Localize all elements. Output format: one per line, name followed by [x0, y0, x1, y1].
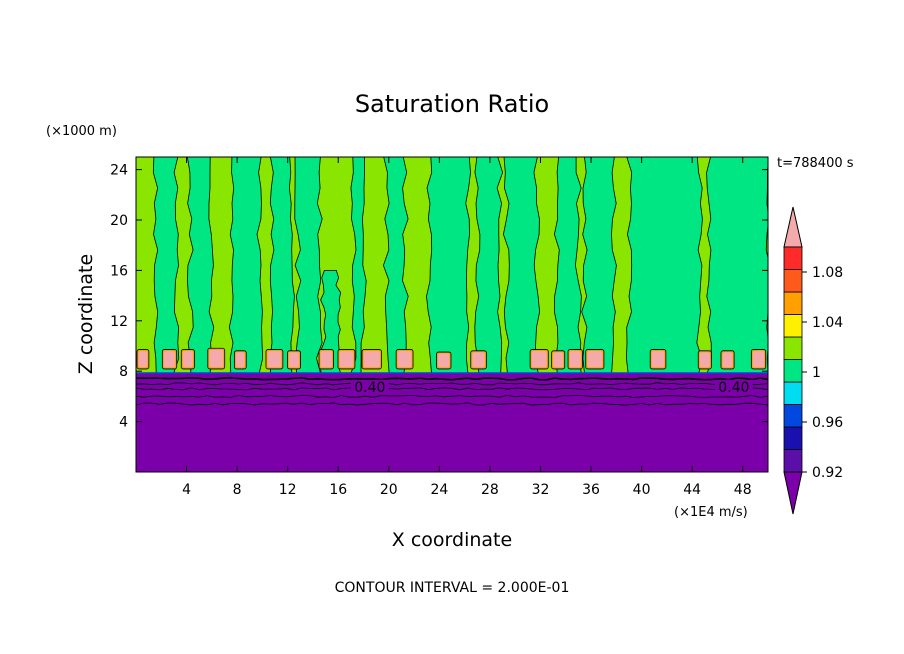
x-tick-label: 8 [233, 482, 242, 498]
colorbar-swatch [783, 449, 803, 473]
contour-line [136, 382, 768, 386]
moist-columns [152, 157, 768, 375]
contour-line [136, 402, 768, 406]
colorbar-swatch [783, 359, 803, 383]
colorbar-tick-label: 1 [812, 365, 821, 381]
moist-column [426, 157, 471, 375]
x-axis-label: X coordinate [392, 529, 512, 551]
cloud-cell [182, 351, 193, 368]
cloud-cell [209, 349, 224, 368]
colorbar-swatch [783, 269, 803, 293]
cloud-cell [587, 351, 603, 368]
contour-line [136, 387, 768, 391]
x-tick-label: 40 [633, 482, 651, 498]
cloud-cell [752, 351, 765, 368]
x-tick-label: 36 [582, 482, 600, 498]
colorbar-swatch [783, 404, 803, 428]
cloud-cell [363, 351, 380, 368]
contour-label-bg [714, 379, 753, 394]
colorbar-over-arrow [783, 206, 803, 248]
x-axis: 4 8 12 16 20 24 28 32 36 40 44 48 [182, 157, 752, 498]
y-tick-label: 4 [119, 415, 128, 431]
moist-column [625, 157, 703, 375]
cloud-cell [267, 351, 282, 368]
moist-column [294, 157, 323, 375]
x-tick-label: 48 [734, 482, 752, 498]
transition-strip [136, 372, 768, 375]
cloud-cell [699, 352, 710, 368]
x-tick-label: 16 [329, 482, 347, 498]
moist-column [186, 157, 215, 375]
cloud-cell [320, 351, 332, 368]
x-tick-label: 12 [279, 482, 297, 498]
cloud-cell [722, 352, 733, 368]
y-unit-label: (×1000 m) [46, 124, 117, 139]
colorbar-swatch [783, 314, 803, 338]
cloud-cell [651, 351, 665, 368]
colorbar-tick-label: 0.92 [812, 465, 843, 481]
cloud-cell [163, 351, 176, 368]
x-tick-label: 20 [380, 482, 398, 498]
contour-label: 0.40 [354, 380, 385, 396]
time-label: t=788400 s [777, 156, 854, 171]
colorbar-tick-label: 1.04 [812, 315, 843, 331]
cloud-cell [553, 352, 564, 368]
y-axis: 4 8 12 16 20 24 [110, 163, 768, 431]
cloud-cell [438, 353, 450, 368]
cloud-cell [288, 352, 300, 368]
plot-area [136, 157, 768, 472]
cloud-cell [531, 351, 547, 368]
colorbar-swatch [783, 246, 803, 270]
colorbar-swatch [783, 426, 803, 450]
chart-title: Saturation Ratio [355, 90, 549, 118]
colorbar-under-arrow [783, 471, 803, 515]
cloud-cell [472, 352, 485, 368]
colorbar: 0.92 0.96 1 1.04 1.08 [783, 206, 843, 515]
colorbar-swatch [783, 381, 803, 405]
cloud-layer [136, 347, 768, 375]
x-unit-label: (×1E4 m/s) [674, 505, 748, 520]
lower-region [136, 373, 768, 472]
moist-column [706, 157, 768, 375]
contour-interval-note: CONTOUR INTERVAL = 2.000E-01 [335, 580, 570, 596]
colorbar-tick-label: 0.96 [812, 415, 843, 431]
moist-column [581, 157, 617, 375]
contour-labels: 0.40 0.40 [350, 379, 753, 396]
cloud-cell [235, 352, 245, 368]
plot-frame [135, 156, 769, 473]
colorbar-tick-label: 1.08 [812, 265, 843, 281]
moist-column [228, 157, 264, 375]
x-tick-label: 4 [182, 482, 191, 498]
x-tick-label: 28 [481, 482, 499, 498]
y-tick-label: 8 [119, 364, 128, 380]
cloud-cell [569, 351, 581, 368]
contour-label: 0.40 [718, 380, 749, 396]
x-tick-label: 44 [683, 482, 701, 498]
cloud-cell [397, 351, 412, 368]
cloud-cell [339, 351, 354, 368]
y-axis-label: Z coordinate [75, 254, 97, 374]
cloud-cell [138, 351, 148, 368]
y-tick-label: 24 [110, 163, 128, 179]
colorbar-swatch [783, 291, 803, 315]
x-tick-label: 24 [430, 482, 448, 498]
black-contours [136, 376, 768, 406]
y-tick-label: 20 [110, 213, 128, 229]
y-tick-label: 12 [110, 314, 128, 330]
contour-line [136, 394, 768, 398]
x-tick-label: 32 [532, 482, 550, 498]
moist-column [152, 157, 180, 375]
contour-line [136, 376, 768, 381]
y-tick-label: 16 [110, 263, 128, 279]
contour-label-bg [350, 379, 389, 394]
colorbar-swatch [783, 336, 803, 360]
